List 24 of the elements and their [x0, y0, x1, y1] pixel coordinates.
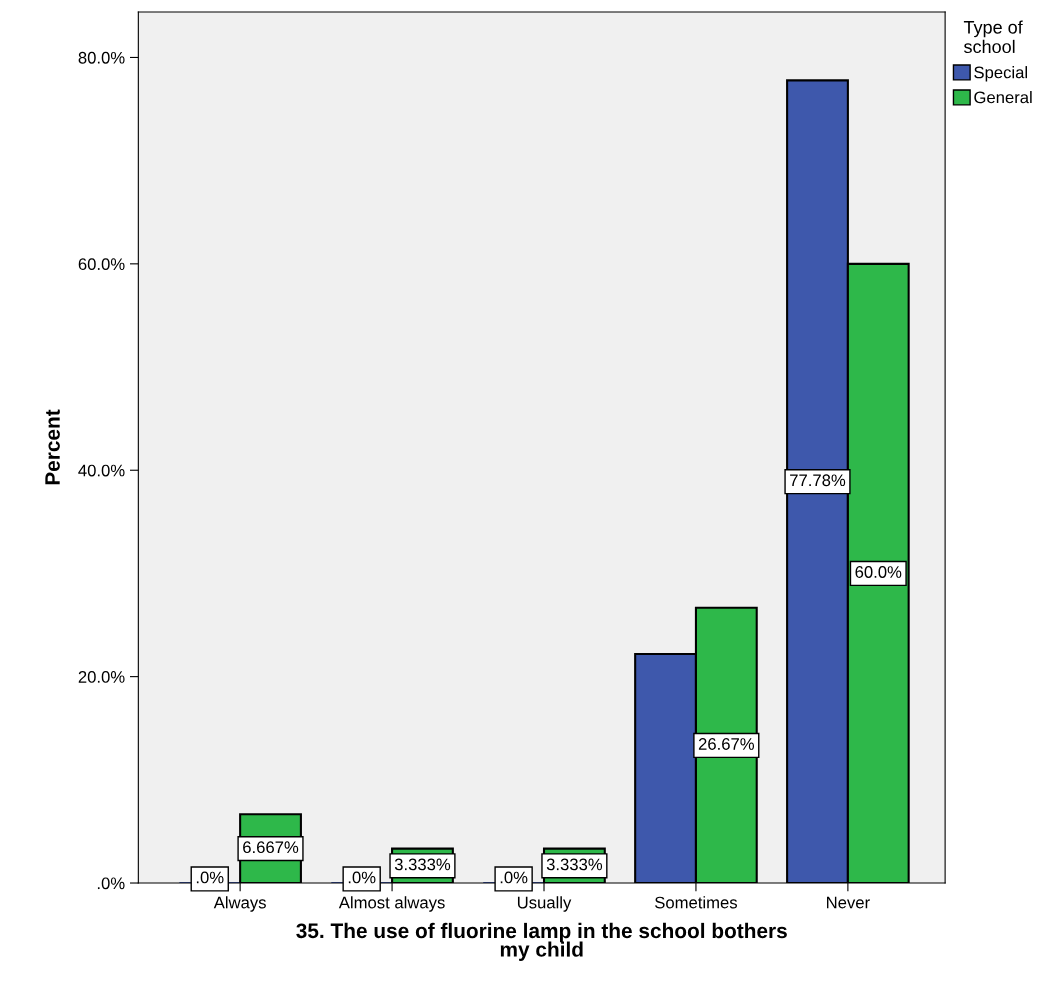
legend-title: Type of school [963, 20, 1023, 54]
y-tick-label: 40.0% [78, 464, 125, 477]
x-tick-label: Almost always [338, 896, 445, 912]
data-label: 3.333% [394, 858, 451, 871]
data-label: 26.67% [698, 738, 754, 750]
y-tick-label: 80.0% [78, 51, 125, 64]
x-tick-label: Never [827, 896, 870, 909]
data-label: 60.0% [855, 566, 902, 578]
data-label: 3.333% [546, 858, 603, 871]
data-label: .0% [196, 871, 224, 884]
y-axis-title: Percent [45, 409, 60, 485]
x-tick-label: Sometimes [655, 896, 738, 909]
x-axis-title: 35. The use of fluorine lamp in the school bothers my child [296, 922, 787, 961]
legend-label: General [974, 91, 1032, 104]
data-label: .0% [500, 871, 528, 884]
y-tick-label: 60.0% [78, 258, 125, 271]
data-label: .0% [348, 871, 376, 884]
y-tick-label: .0% [97, 877, 125, 890]
x-tick-label: Usually [517, 896, 572, 912]
x-tick-label: Always [213, 896, 266, 912]
data-label: 77.78% [790, 474, 846, 487]
y-tick-label: 20.0% [78, 671, 125, 683]
data-label: 6.667% [243, 841, 299, 854]
legend-label: Special [974, 66, 1027, 82]
